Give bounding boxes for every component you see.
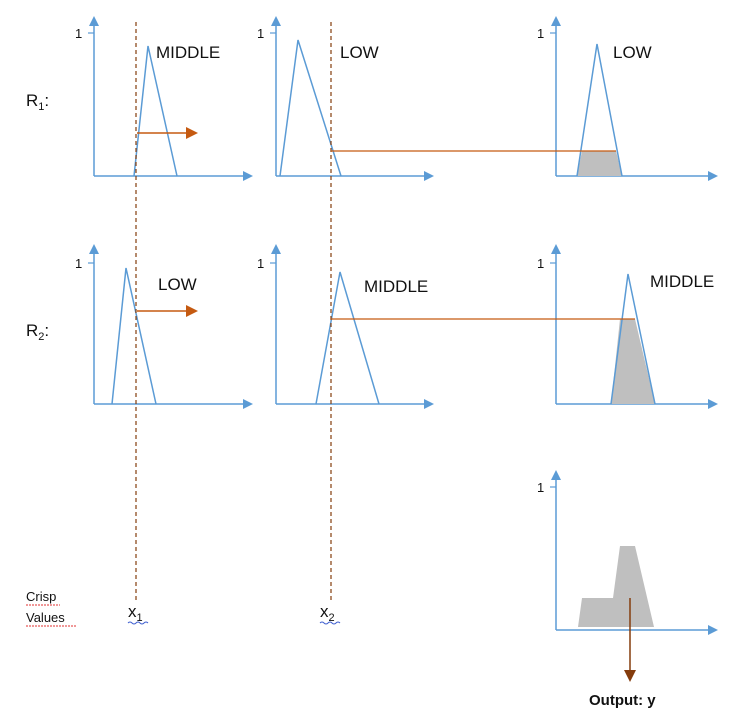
spellcheck-underline bbox=[127, 621, 149, 625]
membership-triangle bbox=[610, 273, 656, 405]
plot-r1-output: 1 LOW bbox=[537, 16, 718, 181]
fuzzy-set-label: LOW bbox=[613, 43, 652, 62]
crisp-x2-label: x2 bbox=[320, 602, 335, 624]
fuzzy-set-label: LOW bbox=[158, 275, 197, 294]
axis-max-label: 1 bbox=[537, 256, 544, 271]
axis-max-label: 1 bbox=[257, 26, 264, 41]
membership-triangle bbox=[279, 39, 342, 177]
crisp-x1-label: x1 bbox=[128, 602, 143, 624]
aggregated-area bbox=[578, 546, 654, 627]
plot-aggregate-output: 1 bbox=[537, 470, 718, 682]
axis-max-label: 1 bbox=[75, 256, 82, 271]
crisp-values-label-line1: Crisp bbox=[26, 589, 56, 604]
axis-max-label: 1 bbox=[537, 480, 544, 495]
output-label: Output: y bbox=[589, 692, 656, 709]
spellcheck-underline bbox=[319, 621, 341, 625]
fuzzy-set-label: LOW bbox=[340, 43, 379, 62]
plot-r2-input2: 1 MIDDLE bbox=[257, 244, 434, 409]
rule-label-r1: R1: bbox=[26, 91, 49, 113]
membership-triangle bbox=[133, 45, 178, 177]
plot-r1-input1: 1 MIDDLE bbox=[75, 16, 253, 181]
axis-max-label: 1 bbox=[537, 26, 544, 41]
clipped-area bbox=[577, 151, 622, 176]
membership-triangle bbox=[315, 271, 380, 405]
clipped-area bbox=[611, 319, 655, 404]
membership-triangle bbox=[576, 43, 623, 177]
axis-max-label: 1 bbox=[75, 26, 82, 41]
plot-r2-output: 1 MIDDLE bbox=[537, 244, 718, 409]
axis-max-label: 1 bbox=[257, 256, 264, 271]
rule-label-r2: R2: bbox=[26, 321, 49, 343]
fuzzy-set-label: MIDDLE bbox=[650, 272, 714, 291]
fuzzy-set-label: MIDDLE bbox=[364, 277, 428, 296]
membership-triangle bbox=[111, 267, 157, 405]
plot-r1-input2: 1 LOW bbox=[257, 16, 434, 181]
crisp-values-label-line2: Values bbox=[26, 610, 65, 625]
plot-r2-input1: 1 LOW bbox=[75, 244, 253, 409]
fuzzy-set-label: MIDDLE bbox=[156, 43, 220, 62]
